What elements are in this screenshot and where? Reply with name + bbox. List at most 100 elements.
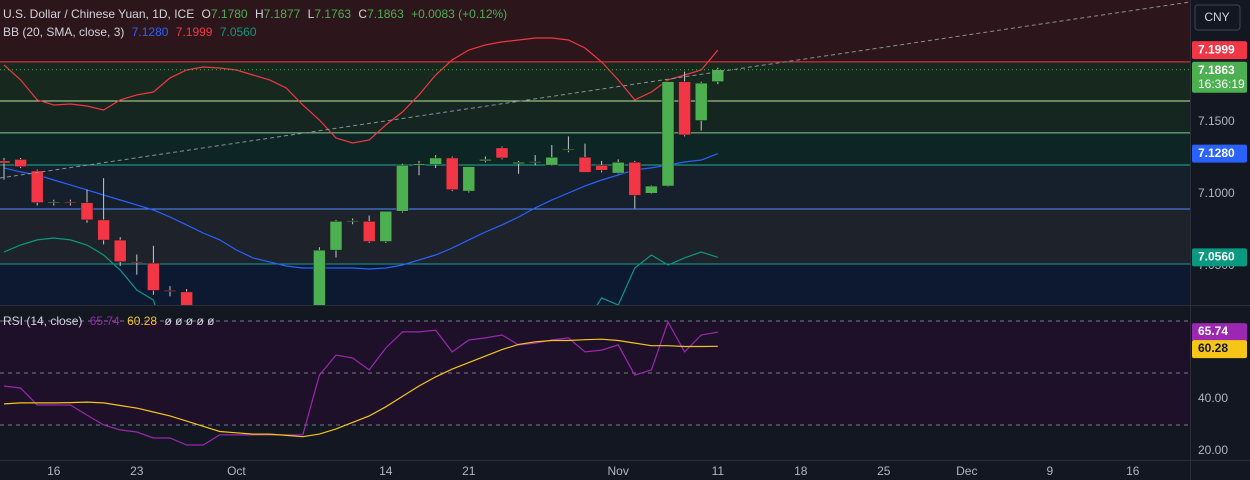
candle-body — [661, 81, 675, 187]
ohlc-value: 7.1863 — [367, 7, 404, 21]
zone — [0, 132, 1190, 166]
bb-legend: BB (20, SMA, close, 3) 7.1280 7.1999 7.0… — [3, 25, 261, 39]
bb-upper — [3, 37, 719, 144]
bb-name: BB (20, SMA, close, 3) — [3, 25, 125, 39]
bb-lower-label-bg — [1192, 248, 1247, 267]
candle-body — [163, 290, 177, 292]
ohlc-key: H — [254, 7, 264, 21]
rsi-extra: ø ø ø ø ø — [164, 314, 215, 328]
candle-body — [97, 219, 110, 241]
candle-body — [528, 161, 542, 163]
bb-lower-value: 7.0560 — [219, 25, 257, 39]
candle-body — [30, 170, 44, 203]
bb-basis-label-bg — [1192, 144, 1247, 163]
rsi-pane — [0, 320, 1190, 446]
y-tick-label: 7.1500 — [1198, 114, 1235, 128]
price-axis: 7.15007.10007.05007.19997.186316:36:197.… — [1192, 41, 1247, 457]
x-tick-label: Oct — [227, 464, 246, 478]
candle-body — [595, 164, 608, 171]
bb-lower-label: 7.0560 — [1198, 250, 1235, 264]
y-tick-label: 7.1000 — [1198, 186, 1235, 200]
candle-body — [396, 164, 409, 212]
ohlc-key: L — [307, 7, 315, 21]
candle-body — [313, 249, 326, 305]
symbol-title: U.S. Dollar / Chinese Yuan, 1D, ICE — [3, 7, 195, 21]
rsi-value-label: 60.28 — [1198, 341, 1228, 355]
currency-label[interactable]: CNY — [1204, 10, 1229, 24]
candle-body — [379, 211, 393, 242]
x-tick-label: 23 — [130, 464, 144, 478]
x-tick-label: 16 — [47, 464, 61, 478]
candle-body — [562, 149, 575, 151]
candle-body — [180, 291, 193, 305]
candle-body — [113, 239, 127, 262]
candle-body — [645, 185, 658, 194]
rsi-value-label-bg — [1192, 323, 1247, 342]
candle-body — [47, 201, 61, 204]
candle-body — [512, 162, 525, 164]
zone — [0, 61, 1190, 101]
trend-line — [0, 1, 1190, 179]
candle-body — [462, 166, 476, 192]
ohlc-value: 7.1780 — [210, 7, 248, 21]
last-price-label: 7.1863 — [1198, 63, 1235, 77]
rsi-name: RSI (14, close) — [3, 314, 83, 328]
candle-body — [130, 261, 144, 263]
bb-basis-value: 7.1280 — [131, 25, 169, 39]
rsi-value: 65.74 — [89, 314, 120, 328]
zone — [0, 165, 1190, 209]
x-tick-label: Dec — [956, 464, 977, 478]
candle-body — [362, 221, 376, 242]
rsi-value-label: 65.74 — [1198, 324, 1228, 338]
bb-upper-value: 7.1999 — [175, 25, 213, 39]
symbol-legend: U.S. Dollar / Chinese Yuan, 1D, ICE O7.1… — [3, 7, 511, 21]
zone — [0, 100, 1190, 133]
y-tick-label: 20.00 — [1198, 443, 1228, 457]
candle-body — [280, 313, 292, 316]
zone — [0, 263, 1190, 305]
candle-body — [297, 311, 309, 314]
rsi-line — [3, 320, 718, 446]
candle-body — [628, 162, 642, 196]
x-tick-label: 16 — [1126, 464, 1140, 478]
x-tick-label: 14 — [379, 464, 393, 478]
candle-body — [545, 157, 559, 166]
bb-upper-label: 7.1999 — [1198, 42, 1235, 56]
candle-body — [64, 201, 77, 204]
candle-body — [429, 157, 442, 165]
candle-body — [694, 82, 708, 121]
rsi-legend: RSI (14, close) 65.74 60.28 ø ø ø ø ø — [3, 314, 218, 328]
bb-upper-label-bg — [1192, 41, 1247, 60]
candle-body — [412, 163, 426, 166]
rsi-line — [3, 338, 718, 438]
y-tick-label: 40.00 — [1198, 391, 1228, 405]
bb-basis-label: 7.1280 — [1198, 146, 1235, 160]
change: +0.0083 (+0.12%) — [411, 7, 508, 21]
rsi-ma-value: 60.28 — [127, 314, 158, 328]
candle-body — [495, 147, 509, 159]
ohlc-key: C — [358, 7, 368, 21]
rsi-value-label-bg — [1192, 340, 1247, 359]
candle-body — [578, 157, 592, 173]
x-tick-label: 11 — [712, 464, 725, 478]
x-tick-label: 21 — [462, 464, 476, 478]
zone — [0, 208, 1190, 264]
candle-body — [80, 202, 94, 221]
candle-body — [14, 159, 27, 167]
candle-body — [0, 160, 11, 164]
last-price-bg — [1192, 61, 1247, 93]
price-pane — [0, 0, 1190, 316]
bb-lower — [3, 237, 718, 305]
candle-body — [678, 81, 691, 136]
ohlc-value: 7.1877 — [263, 7, 301, 21]
x-tick-label: Nov — [608, 464, 629, 478]
ohlc-key: O — [201, 7, 211, 21]
candle-body — [445, 157, 459, 190]
currency-button[interactable] — [1194, 4, 1241, 31]
x-tick-label: 18 — [794, 464, 808, 478]
candle-body — [147, 262, 160, 291]
x-tick-label: 25 — [877, 464, 891, 478]
candle-body — [611, 162, 625, 174]
